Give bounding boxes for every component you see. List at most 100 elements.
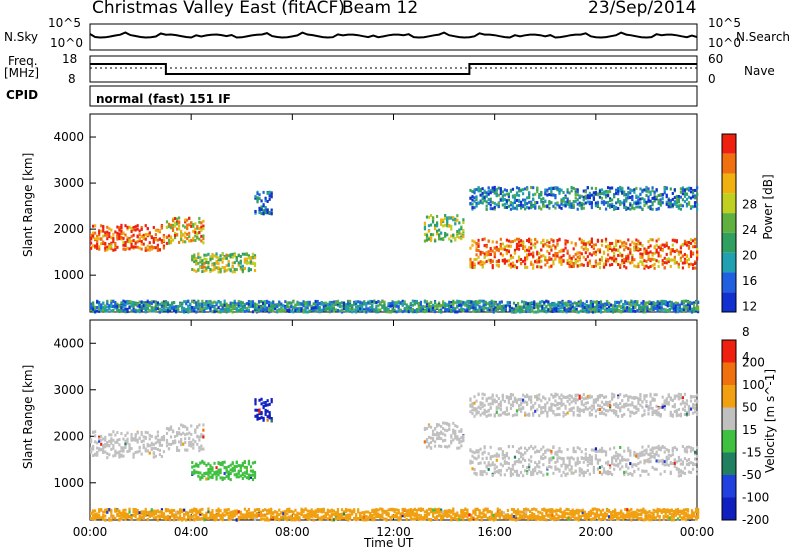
power-cell	[90, 306, 93, 310]
power-cell	[689, 206, 693, 210]
power-cell	[687, 188, 691, 192]
power-cell	[460, 227, 463, 231]
velocity-cell	[235, 509, 238, 513]
power-cell	[660, 306, 663, 310]
velocity-cell	[282, 512, 285, 516]
power-cell	[524, 207, 527, 211]
power-cell	[407, 310, 410, 314]
velocity-cell	[165, 431, 169, 435]
power-cell	[330, 306, 333, 310]
power-cell	[100, 309, 103, 313]
velocity-cell	[100, 438, 103, 442]
power-cell	[477, 249, 480, 253]
velocity-cell	[110, 514, 113, 518]
power-cell	[560, 188, 563, 192]
velocity-cell	[227, 476, 230, 480]
power-cell	[641, 260, 644, 264]
power-cell	[312, 309, 315, 313]
power-cell	[235, 307, 238, 311]
power-cell	[620, 299, 623, 303]
velocity-cell	[175, 433, 179, 437]
power-cell	[306, 310, 309, 314]
velocity-cell	[191, 509, 194, 513]
nsearch-tick-top: 10^5	[708, 16, 741, 30]
power-cell	[550, 257, 553, 261]
velocity-cell	[203, 518, 206, 522]
power-cell	[144, 224, 147, 228]
velocity-cell	[138, 515, 141, 519]
power-cell	[469, 265, 472, 269]
power-cell	[475, 204, 478, 208]
power-cell	[635, 265, 638, 269]
power-cell	[491, 264, 494, 268]
velocity-cell	[200, 433, 203, 437]
power-cell	[254, 194, 257, 198]
velocity-cell	[215, 509, 218, 513]
power-cell	[627, 256, 630, 260]
power-cell	[381, 300, 384, 304]
power-cell	[96, 309, 99, 313]
velocity-cell	[253, 513, 257, 517]
velocity-cell	[94, 440, 97, 444]
velocity-cell	[118, 455, 121, 459]
power-cell	[532, 263, 535, 267]
power-cell	[544, 191, 547, 195]
power-cell	[688, 306, 692, 310]
velocity-cell	[268, 518, 271, 522]
velocity-cell	[150, 508, 153, 512]
velocity-cell	[253, 470, 257, 474]
power-cell	[629, 188, 632, 192]
power-cell	[150, 245, 153, 249]
velocity-cell	[106, 452, 109, 456]
velocity-cell	[92, 444, 95, 448]
velocity-cell	[114, 449, 117, 453]
power-cell	[645, 200, 648, 204]
power-cell	[585, 308, 588, 312]
power-cell	[266, 308, 269, 312]
power-cell	[438, 228, 441, 232]
velocity-cell	[239, 516, 242, 520]
power-cell	[487, 239, 490, 243]
power-cell	[166, 309, 170, 313]
freq-panel	[89, 55, 698, 83]
power-cell	[480, 308, 483, 312]
power-cell	[491, 188, 494, 192]
power-cell	[670, 306, 673, 310]
power-cell	[591, 307, 594, 311]
power-cell	[515, 207, 519, 211]
power-cell	[568, 260, 571, 264]
power-cell	[365, 304, 368, 308]
power-cell	[490, 303, 493, 307]
power-cell	[643, 264, 646, 268]
velocity-cell	[199, 512, 202, 516]
velocity-cell	[205, 516, 208, 520]
power-cell	[598, 206, 602, 210]
velocity-cell	[128, 443, 131, 447]
velocity-cell	[124, 514, 127, 518]
power-cell	[495, 193, 498, 197]
velocity-cell	[184, 425, 187, 429]
power-cell	[587, 310, 590, 314]
power-cell	[532, 251, 535, 255]
power-cell	[466, 299, 469, 303]
velocity-cell	[197, 509, 200, 513]
power-cell	[164, 300, 168, 304]
velocity-cell	[130, 436, 133, 440]
power-cell	[156, 243, 159, 247]
power-cell	[671, 243, 674, 247]
velocity-cell	[120, 432, 123, 436]
power-cell	[689, 250, 693, 254]
power-cell	[505, 259, 508, 263]
power-cell	[431, 303, 435, 307]
velocity-cell	[304, 507, 307, 511]
velocity-cell	[188, 436, 191, 440]
velocity-cell	[158, 438, 161, 442]
velocity-cell	[193, 517, 196, 521]
power-cell	[162, 244, 166, 248]
velocity-cell	[152, 443, 155, 447]
power-cell	[515, 198, 519, 202]
x-tick-label: 16:00	[477, 525, 512, 539]
power-cell	[421, 305, 425, 309]
velocity-cell	[229, 468, 232, 472]
velocity-cell	[110, 447, 113, 451]
